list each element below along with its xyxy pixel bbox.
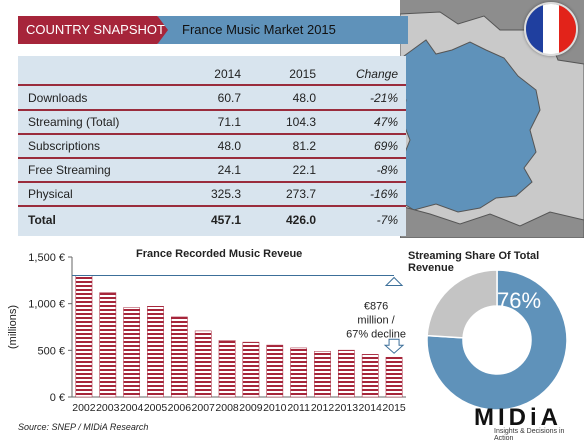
row-2015: 273.7 [285,187,316,201]
bar [194,330,212,398]
row-change: 69% [373,139,398,153]
bar [123,307,141,398]
x-tick-label: 2002 [72,402,96,414]
bar [170,316,188,398]
brand-logo: MIDiA [474,404,562,431]
bar [290,347,308,398]
market-table: 2014 2015 Change Downloads 60.7 48.0 -21… [18,56,406,236]
bar [99,292,117,398]
x-tick-label: 2009 [239,402,263,414]
row-2015: 22.1 [292,163,316,177]
row-2015: 104.3 [285,115,316,129]
row-label: Free Streaming [28,163,111,177]
row-label: Total [28,213,56,227]
flag-blue-stripe [526,4,543,54]
arrow-up-icon [384,276,404,286]
header-change: Change [355,67,398,81]
y-tick-label: 1,500 € [28,252,65,264]
france-flag-icon [524,2,578,56]
row-2014: 24.1 [217,163,241,177]
x-tick-label: 2007 [192,402,216,414]
row-label: Downloads [28,91,88,105]
x-tick-label: 2005 [144,402,168,414]
flag-red-stripe [559,4,576,54]
snapshot-label: COUNTRY SNAPSHOT [18,16,168,44]
x-tick-label: 2015 [382,402,406,414]
y-tick-label: 1,000 € [28,299,65,311]
x-tick-label: 2008 [215,402,239,414]
france-shape [399,39,541,213]
page-title: France Music Market 2015 [158,16,408,44]
header-2015: 2015 [289,67,316,81]
france-map [399,0,584,239]
row-2015: 426.0 [285,213,316,227]
row-2014: 71.1 [217,115,241,129]
row-change: -21% [369,91,398,105]
annotation-line: 67% decline [346,328,406,340]
row-change: -16% [369,187,398,201]
row-label: Subscriptions [28,139,101,153]
x-tick-label: 2013 [335,402,359,414]
x-tick-label: 2014 [359,402,383,414]
y-axis-label: (millions) [7,305,19,349]
row-change: 47% [373,115,398,129]
row-2014: 60.7 [217,91,241,105]
x-tick-label: 2012 [311,402,335,414]
row-change: -7% [376,213,398,227]
pie-slice-label: 76% [497,288,541,313]
row-2014: 48.0 [217,139,241,153]
x-tick-label: 2006 [168,402,192,414]
x-tick-label: 2011 [287,402,310,414]
bar-chart-title: France Recorded Music Reveue [136,248,303,260]
brand-tagline: Insights & Decisions in Action [494,428,565,442]
annotation-line: million / [357,314,395,326]
bar [361,354,379,398]
bar [218,340,236,398]
row-2015: 81.2 [292,139,316,153]
annotation-line: €876 [364,300,388,312]
pie-chart-title: Streaming Share Of Total Revenue [408,250,540,274]
bar [266,344,284,398]
row-label: Physical [28,187,73,201]
x-tick-label: 2010 [263,402,287,414]
row-2014: 325.3 [210,187,241,201]
pie-slice [426,269,568,411]
header-2014: 2014 [214,67,241,81]
bar [385,356,403,398]
x-tick-label: 2003 [96,402,120,414]
row-change: -8% [376,163,398,177]
source-note: Source: SNEP / MIDiA Research [18,422,149,432]
bar [337,349,355,398]
y-tick-label: 0 € [50,392,65,404]
y-tick-label: 500 € [37,345,65,357]
row-2014: 457.1 [210,213,241,227]
bar [75,275,93,398]
arrow-down-icon [383,338,405,354]
flag-white-stripe [542,4,560,54]
pie-slice [426,269,498,339]
row-2015: 48.0 [292,91,316,105]
x-tick-label: 2004 [120,402,144,414]
bar [314,351,331,398]
bar [242,341,260,398]
bar-chart: 0 € 500 € 1,000 € 1,500 € (millions) 2002 2003… [7,252,406,414]
pie-chart: 76% [426,269,568,411]
row-label: Streaming (Total) [28,115,120,129]
bar [147,306,164,398]
